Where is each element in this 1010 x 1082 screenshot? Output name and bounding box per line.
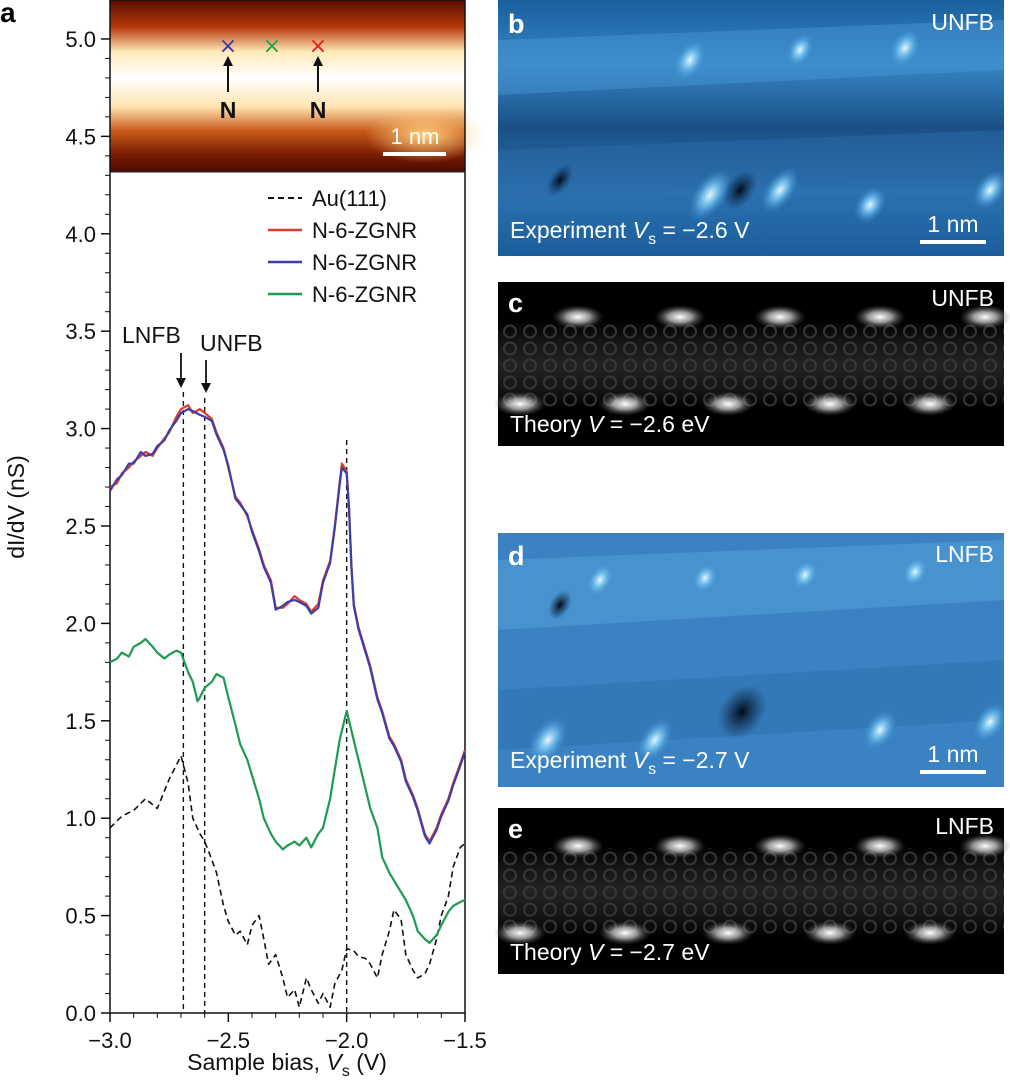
panel-e-caption: Theory V = −2.7 eV — [510, 939, 710, 965]
y-tick-label: 2.5 — [65, 514, 96, 539]
edge-state-spot — [754, 305, 806, 329]
panel-b-caption: Experiment Vs = −2.6 V — [510, 217, 750, 248]
panel-b-tag: UNFB — [931, 9, 994, 35]
annotation-arrows — [176, 353, 211, 393]
x-tick-label: −2.0 — [325, 1028, 368, 1053]
x-tick-label: −2.5 — [207, 1028, 250, 1053]
nitrogen-label-right: N — [310, 97, 327, 123]
nitrogen-site-marker-blue: × — [219, 34, 237, 59]
panel-letter-c: c — [508, 288, 523, 318]
edge-state-spot — [959, 305, 1010, 329]
edge-state-spot — [804, 392, 856, 416]
edge-state-spot — [904, 921, 956, 945]
edge-state-spot — [854, 834, 906, 858]
panel-letter-a: a — [0, 0, 16, 28]
edge-state-spot — [754, 834, 806, 858]
panel-letter-d: d — [508, 541, 525, 571]
panel-b-scalebar — [920, 240, 986, 244]
legend-label-zgnr-green: N-6-ZGNR — [312, 282, 417, 307]
legend: Au(111) N-6-ZGNR N-6-ZGNR N-6-ZGNR — [268, 186, 417, 307]
unfb-annotation: UNFB — [200, 330, 263, 356]
y-tick-label: 1.5 — [65, 709, 96, 734]
panel-d-tag: LNFB — [935, 541, 994, 567]
inset-scalebar — [383, 152, 446, 156]
y-tick-label: 2.0 — [65, 611, 96, 636]
legend-label-zgnr-blue: N-6-ZGNR — [312, 250, 417, 275]
panel-d-caption: Experiment Vs = −2.7 V — [510, 747, 750, 778]
y-tick-label: 3.0 — [65, 417, 96, 442]
y-tick-label: 4.0 — [65, 222, 96, 247]
inset-arrows — [223, 56, 323, 92]
legend-label-au111: Au(111) — [312, 186, 387, 211]
panel-e-theory-image — [494, 808, 1010, 974]
edge-state-spot — [702, 392, 754, 416]
data-series — [109, 404, 467, 1008]
y-axis-title: dI/dV (nS) — [3, 455, 29, 559]
x-tick-label: −1.5 — [443, 1028, 486, 1053]
inset-scalebar-label: 1 nm — [391, 124, 440, 149]
panel-d-scalebar — [920, 770, 986, 774]
edge-state-spot — [804, 921, 856, 945]
panel-c-caption: Theory V = −2.6 eV — [510, 411, 710, 437]
au111-curve — [109, 755, 466, 1008]
zgnr-red-curve — [109, 404, 467, 843]
edge-state-spot — [654, 834, 706, 858]
edge-state-spot — [494, 392, 546, 416]
edge-state-spot — [702, 921, 754, 945]
panel-c-theory-image — [494, 282, 1010, 446]
panel-letter-e: e — [508, 814, 523, 844]
reference-lines — [182, 392, 348, 1013]
panel-d-experiment-image — [498, 533, 1004, 787]
edge-state-spot — [552, 834, 604, 858]
edge-state-spot — [654, 305, 706, 329]
legend-label-zgnr-red: N-6-ZGNR — [312, 218, 417, 243]
y-tick-label: 4.5 — [65, 124, 96, 149]
y-tick-label: 5.0 — [65, 27, 96, 52]
edge-state-spot — [494, 921, 546, 945]
panel-b-scalebar-label: 1 nm — [927, 211, 978, 237]
edge-state-spot — [552, 305, 604, 329]
x-axis-title: Sample bias, Vs (V) — [187, 1049, 387, 1080]
panel-c-tag: UNFB — [931, 285, 994, 311]
y-axis-ticks: 0.0 0.5 1.0 1.5 2.0 2.5 3.0 3.5 4.0 4.5 5.0 — [65, 27, 110, 1026]
y-tick-label: 1.0 — [65, 806, 96, 831]
nitrogen-label-left: N — [220, 97, 237, 123]
panel-d-scalebar-label: 1 nm — [927, 741, 978, 767]
y-tick-label: 0.5 — [65, 904, 96, 929]
inset-markers: × × × — [219, 34, 327, 59]
nitrogen-site-marker-red: × — [309, 34, 327, 59]
zgnr-blue-curve — [109, 408, 467, 845]
carbon-site-marker-green: × — [263, 34, 281, 59]
edge-state-spot — [854, 305, 906, 329]
y-tick-label: 0.0 — [65, 1001, 96, 1026]
edge-state-spot — [904, 392, 956, 416]
panel-e-tag: LNFB — [935, 813, 994, 839]
lnfb-annotation: LNFB — [122, 322, 181, 348]
zgnr-green-curve — [109, 637, 466, 944]
panel-letter-b: b — [508, 9, 525, 39]
y-tick-label: 3.5 — [65, 319, 96, 344]
x-tick-label: −3.0 — [88, 1028, 131, 1053]
edge-state-spot — [599, 392, 651, 416]
edge-state-spot — [959, 834, 1010, 858]
edge-state-spot — [599, 921, 651, 945]
x-axis-ticks: −3.0 −2.5 −2.0 −1.5 — [88, 1013, 487, 1053]
panel-b-experiment-image — [498, 0, 1004, 256]
